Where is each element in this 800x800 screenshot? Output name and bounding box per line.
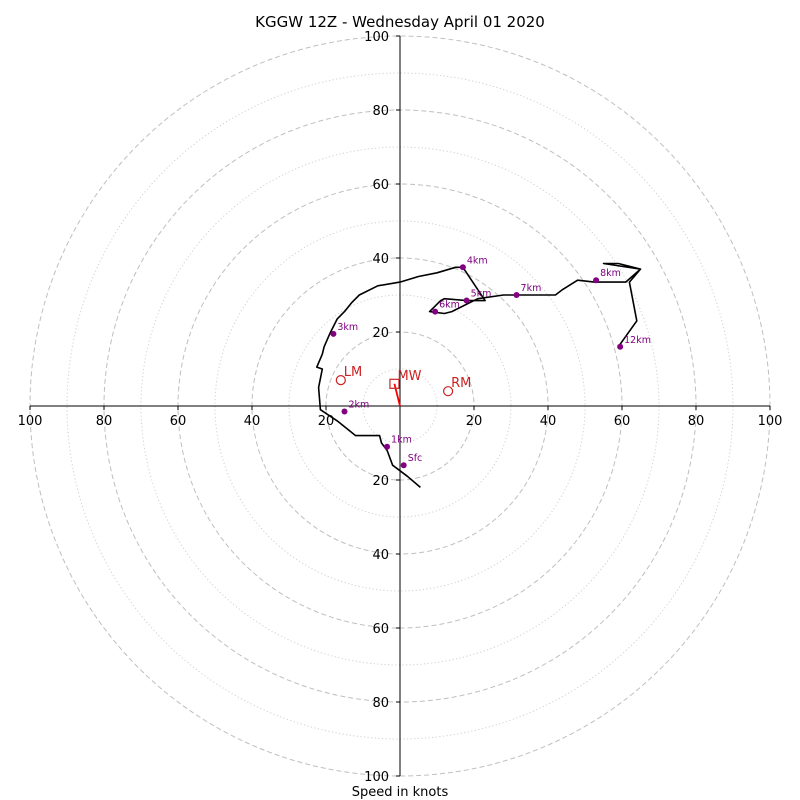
x-tick-label: 80 [688,414,705,429]
height-label-1km: 1km [391,435,412,446]
height-marker-8km [593,277,600,284]
height-marker-6km [432,308,439,315]
storm-motion-label-rm: RM [451,376,471,391]
hodograph-trace-line [315,262,642,489]
height-marker-2km [341,408,348,415]
height-label-sfc: Sfc [408,453,423,464]
height-label-12km: 12km [624,335,651,346]
storm-motion-label-mw: MW [397,369,421,384]
y-tick-label: 20 [372,326,389,341]
height-marker-1km [384,443,391,450]
y-tick-label: 40 [372,252,389,267]
x-tick-label: 60 [614,414,631,429]
chart-title: KGGW 12Z - Wednesday April 01 2020 [255,13,545,31]
x-tick-label: 20 [466,414,483,429]
height-marker-7km [513,292,520,298]
hodograph-trace-group [315,262,642,489]
storm-motion-marker-mw [389,378,400,389]
storm-motion-marker-lm [335,375,346,386]
y-tick-label: 60 [372,178,389,193]
height-label-4km: 4km [467,255,488,266]
x-tick-label: 20 [318,414,335,429]
y-tick-label: 100 [364,30,389,45]
y-tick-label: 60 [372,622,389,637]
height-label-5km: 5km [471,289,492,300]
height-marker-3km [330,330,337,337]
height-marker-sfc [400,462,407,469]
x-axis-label: Speed in knots [352,785,449,800]
y-tick-label: 100 [364,770,389,785]
y-tick-label: 40 [372,548,389,563]
mean-wind-vector [393,383,401,407]
x-tick-label: 100 [18,414,43,429]
y-tick-label: 80 [372,696,389,711]
storm-motion-marker-rm [443,386,454,397]
height-label-6km: 6km [439,300,460,311]
y-tick-label: 20 [372,474,389,489]
x-tick-label: 40 [540,414,557,429]
storm-motions: LM RM MW [335,365,471,407]
height-marker-5km [463,297,470,304]
height-markers: Sfc 1km 2km 3km 4km 5km 6km 7km 8km 12km [330,255,651,469]
height-marker-4km [459,264,466,271]
tick-labels: 100 80 60 40 20 20 40 60 80 100 100 80 60 40 20 20 40 60 8… [18,30,783,785]
height-label-7km: 7km [521,283,542,294]
height-label-8km: 8km [600,268,621,279]
x-tick-label: 40 [244,414,261,429]
x-tick-label: 80 [96,414,113,429]
storm-motion-label-lm: LM [344,365,362,380]
x-tick-label: 60 [170,414,187,429]
x-tick-label: 100 [758,414,783,429]
y-tick-label: 80 [372,104,389,119]
height-marker-12km [617,343,624,350]
height-label-3km: 3km [337,322,358,333]
height-label-2km: 2km [349,400,370,411]
